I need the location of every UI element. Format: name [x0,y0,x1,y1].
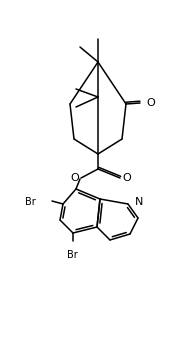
Text: N: N [135,197,143,207]
Text: O: O [123,173,131,183]
Text: Br: Br [25,197,36,207]
Text: O: O [71,173,79,183]
Text: O: O [147,98,155,108]
Text: Br: Br [67,250,77,260]
